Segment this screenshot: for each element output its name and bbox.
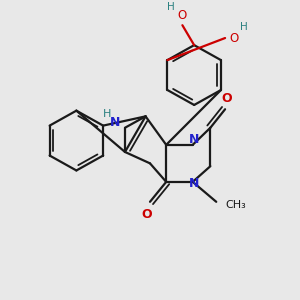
Text: H: H xyxy=(103,109,111,118)
Text: O: O xyxy=(230,32,239,44)
Text: O: O xyxy=(142,208,152,220)
Text: CH₃: CH₃ xyxy=(225,200,246,210)
Text: N: N xyxy=(110,116,120,129)
Text: O: O xyxy=(221,92,232,105)
Text: N: N xyxy=(189,177,200,190)
Text: H: H xyxy=(167,2,175,12)
Text: O: O xyxy=(178,9,187,22)
Text: N: N xyxy=(189,133,200,146)
Text: H: H xyxy=(240,22,248,32)
